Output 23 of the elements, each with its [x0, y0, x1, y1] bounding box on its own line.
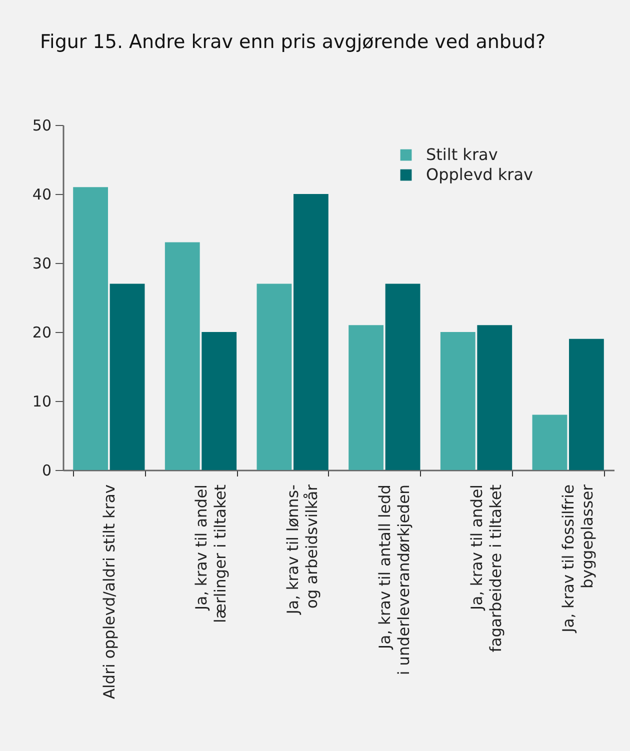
- y-tick-label: 50: [32, 116, 52, 134]
- bar: [440, 332, 476, 470]
- y-tick-label: 30: [32, 254, 52, 272]
- y-tick-label: 10: [32, 392, 52, 410]
- y-tick-label: 0: [42, 462, 52, 480]
- bar: [164, 242, 200, 470]
- legend-label: Opplevd krav: [426, 165, 534, 184]
- bar: [256, 284, 292, 470]
- y-tick-label: 20: [32, 324, 52, 342]
- x-tick-label: Aldri opplevd/aldri stilt krav: [100, 484, 118, 700]
- x-tick-label: Ja, krav til andel lærlinger i tiltaket: [192, 484, 230, 624]
- bar: [348, 325, 384, 470]
- bar: [202, 332, 237, 470]
- bar: [532, 414, 568, 470]
- y-tick-label: 40: [32, 186, 52, 204]
- bar: [569, 338, 604, 470]
- bar: [385, 284, 420, 470]
- bar: [477, 325, 512, 470]
- bar: [294, 194, 328, 470]
- bar: [73, 187, 108, 470]
- legend-label: Stilt krav: [426, 145, 498, 164]
- chart-title: Figur 15. Andre krav enn pris avgjørende ved anbud?: [40, 31, 546, 53]
- bar: [110, 284, 145, 470]
